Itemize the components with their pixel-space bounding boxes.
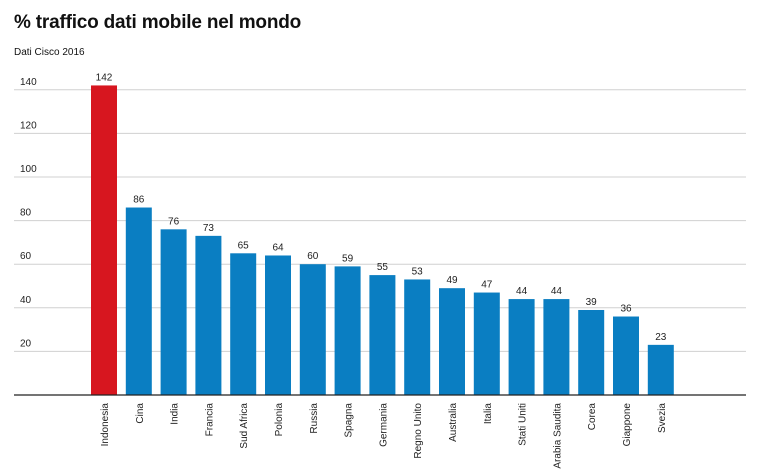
y-tick-label: 40 [20, 295, 32, 306]
value-label: 86 [133, 195, 145, 206]
bar [91, 85, 117, 395]
category-label: Corea [587, 403, 598, 431]
value-label: 49 [446, 275, 458, 286]
y-tick-label: 100 [20, 164, 37, 175]
bar [195, 235, 222, 395]
category-label: Svezia [657, 403, 668, 433]
category-label: Indonesia [100, 403, 111, 447]
bar [265, 255, 291, 395]
bar [543, 299, 570, 395]
y-tick-label: 140 [20, 77, 37, 88]
bar [439, 288, 465, 395]
bar [613, 316, 639, 395]
value-label: 23 [655, 332, 667, 343]
bar [369, 275, 396, 395]
category-label: Sud Africa [239, 403, 250, 449]
y-tick-label: 120 [20, 120, 37, 131]
value-label: 47 [481, 280, 493, 291]
y-tick-label: 20 [20, 338, 32, 349]
value-label: 39 [586, 297, 598, 308]
category-label: Cina [135, 403, 146, 424]
category-label: Polonia [274, 403, 285, 437]
value-label: 60 [307, 251, 319, 262]
value-label: 59 [342, 253, 354, 264]
value-label: 53 [412, 266, 424, 277]
bar [647, 344, 674, 395]
chart-subtitle: Dati Cisco 2016 [14, 47, 85, 58]
category-label: India [170, 403, 181, 425]
value-label: 44 [551, 286, 563, 297]
category-label: Italia [483, 403, 494, 425]
bar [508, 299, 535, 395]
bar [230, 253, 257, 395]
bar [299, 264, 326, 395]
category-label: Spagna [344, 403, 355, 438]
bar [578, 309, 605, 395]
category-label: Giappone [622, 403, 633, 447]
category-label: Stati Uniti [518, 403, 529, 446]
value-label: 73 [203, 223, 215, 234]
y-tick-label: 80 [20, 208, 32, 219]
category-label: Regno Unito [413, 403, 424, 459]
bar [334, 266, 361, 395]
category-label: Russia [309, 403, 320, 434]
bar [404, 279, 431, 395]
category-label: Francia [204, 403, 215, 437]
value-label: 44 [516, 286, 528, 297]
bar [160, 229, 187, 395]
value-label: 76 [168, 216, 180, 227]
category-label: Australia [448, 403, 459, 442]
bar [473, 292, 500, 395]
value-label: 55 [377, 262, 389, 273]
category-label: Arabia Saudita [552, 403, 563, 469]
bar [125, 207, 152, 395]
chart-title: % traffico dati mobile nel mondo [14, 12, 302, 33]
value-label: 142 [96, 72, 113, 83]
category-label: Germania [378, 403, 389, 447]
value-label: 65 [238, 240, 250, 251]
value-label: 64 [272, 242, 284, 253]
y-tick-label: 60 [20, 251, 32, 262]
value-label: 36 [620, 304, 632, 315]
